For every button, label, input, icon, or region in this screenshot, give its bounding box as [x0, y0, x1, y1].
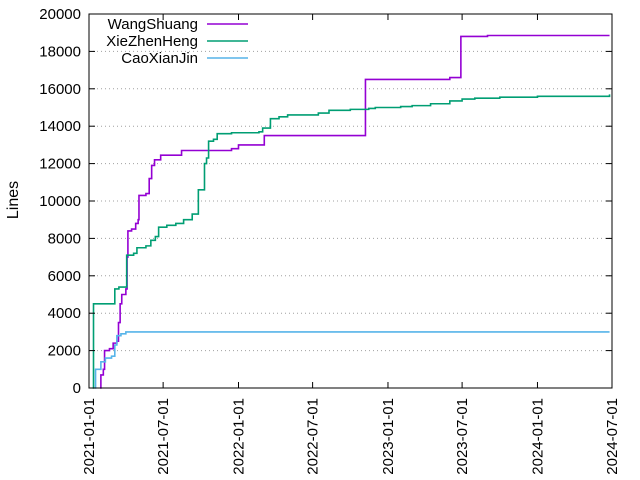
y-tick-label: 8000 [48, 230, 81, 247]
x-tick-label: 2022-01-01 [230, 398, 247, 475]
series-line-wangshuang [100, 34, 610, 389]
x-tick-label: 2023-01-01 [380, 398, 397, 475]
x-tick-label: 2022-07-01 [305, 398, 322, 475]
grid-lines [89, 50, 612, 352]
y-tick-label: 10000 [39, 193, 81, 210]
legend-label: WangShuang [108, 16, 198, 33]
series-line-xiezhenheng [92, 94, 611, 389]
x-tick-label: 2021-01-01 [81, 398, 98, 475]
y-tick-label: 4000 [48, 305, 81, 322]
legend-label: CaoXianJin [121, 50, 198, 67]
series-line-caoxianjin [94, 331, 610, 389]
y-tick-label: 20000 [39, 6, 81, 23]
y-tick-label: 2000 [48, 343, 81, 360]
x-tick-label: 2024-01-01 [529, 398, 546, 475]
x-tick-label: 2021-07-01 [155, 398, 172, 475]
x-tick-label: 2023-07-01 [454, 398, 471, 475]
y-tick-label: 12000 [39, 156, 81, 173]
y-axis-label: Lines [5, 181, 22, 219]
y-tick-label: 14000 [39, 118, 81, 135]
axis-ticks: 0 2000 4000 6000 8000 10000 12000 14000 16000 180… [39, 6, 621, 475]
y-tick-label: 16000 [39, 81, 81, 98]
y-tick-label: 6000 [48, 268, 81, 285]
legend-label: XieZhenHeng [106, 33, 198, 50]
y-tick-label: 18000 [39, 43, 81, 60]
series-lines [92, 34, 611, 389]
x-tick-label: 2024-07-01 [604, 398, 621, 475]
y-tick-label: 0 [73, 380, 81, 397]
